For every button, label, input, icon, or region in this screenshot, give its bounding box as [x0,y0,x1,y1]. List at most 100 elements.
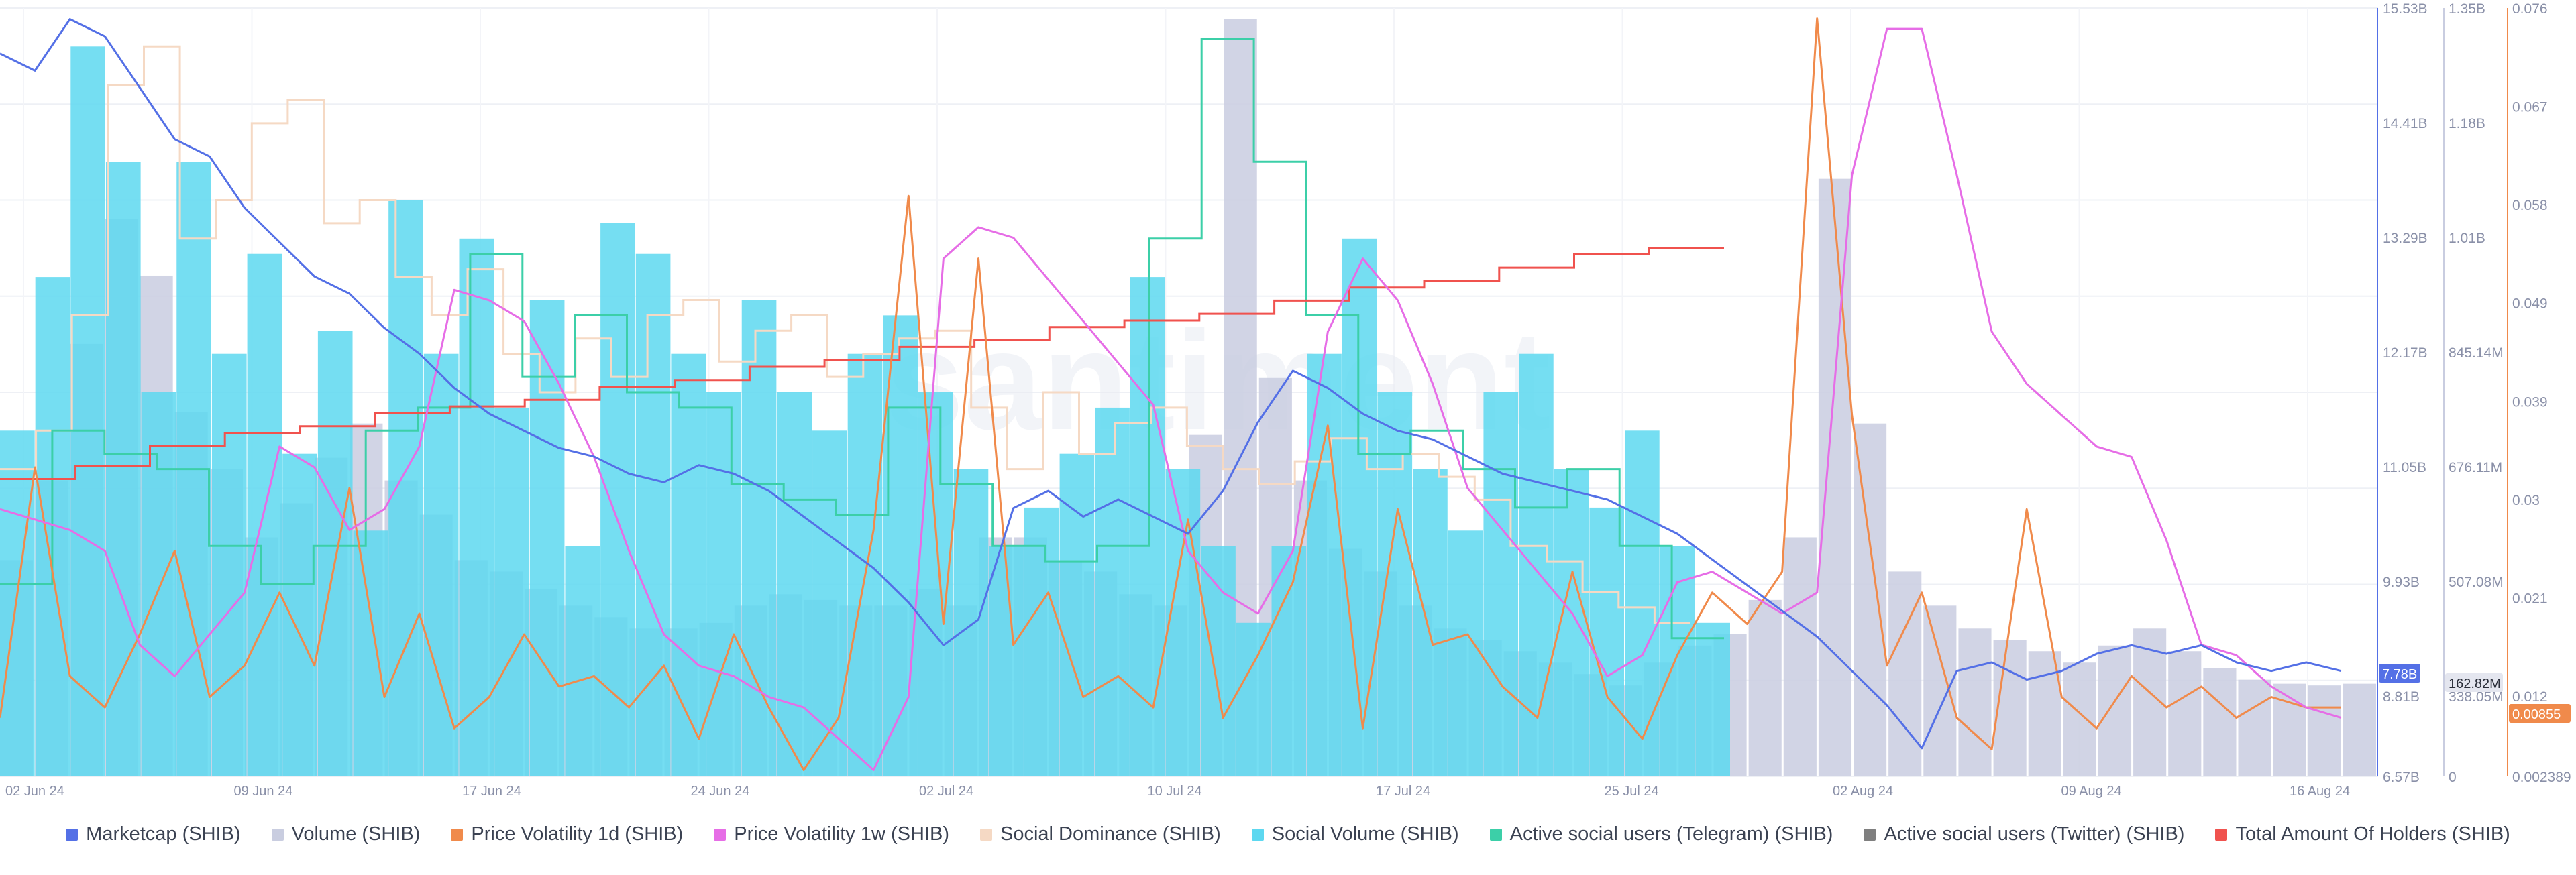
social-volume-bar [1059,453,1095,776]
social-volume-bar [989,546,1024,776]
marketcap-badge-bg [2379,664,2420,683]
price-volatility-1d-line [0,17,2341,771]
legend: Marketcap (SHIB) Volume (SHIB) Price Volat… [0,823,2576,845]
legend-swatch [271,828,284,841]
x-tick-label: 17 Jun 24 [462,784,521,799]
social-volume-bar [565,546,600,776]
social-volume-bar [847,353,883,776]
social-volume-bar [1201,546,1236,776]
volume-bar [2168,651,2202,776]
marketcap-axis-tick: 8.81B [2383,689,2420,705]
volume-bar [2063,662,2096,776]
legend-item[interactable]: Active social users (Telegram) (SHIB) [1489,823,1833,845]
social-volume-bar [706,392,741,776]
x-tick-label: 09 Jun 24 [234,784,293,799]
social-volume-bar [671,353,706,776]
legend-label: Active social users (Twitter) (SHIB) [1884,823,2185,845]
social-dominance-line [0,45,1690,624]
social-volume-bar [600,223,635,776]
volatility-axis-tick: 0.058 [2512,198,2548,213]
x-tick-label: 02 Jun 24 [5,784,64,799]
volume-axis-tick: 1.18B [2449,116,2485,131]
social-volume-bar [812,430,847,776]
social-volume-bar [388,200,423,776]
legend-item[interactable]: Social Volume (SHIB) [1251,823,1459,845]
volume-bar [1993,640,2027,776]
legend-label: Price Volatility 1w (SHIB) [734,823,949,845]
volatility-axis-tick: 0.03 [2512,493,2540,508]
marketcap-axis-tick: 11.05B [2383,460,2426,475]
volume-axis-tick: 676.11M [2449,460,2502,475]
social-volume-bar [459,238,494,776]
social-volume-bar [141,392,176,776]
legend-item[interactable]: Total Amount Of Holders (SHIB) [2215,823,2510,845]
social-volume-bar [70,46,105,776]
legend-item[interactable]: Price Volatility 1d (SHIB) [451,823,683,845]
legend-label: Volume (SHIB) [291,823,421,845]
volume-axis-tick: 0 [2449,770,2457,785]
x-tick-label: 24 Jun 24 [691,784,750,799]
social-volume-bar [741,300,777,777]
volume-bar [1923,605,1957,776]
legend-item[interactable]: Active social users (Twitter) (SHIB) [1864,823,2184,845]
volume-axis-tick: 845.14M [2449,345,2504,361]
social-volume-bar [1165,469,1201,776]
legend-label: Social Dominance (SHIB) [1000,823,1221,845]
legend-item[interactable]: Social Dominance (SHIB) [980,823,1221,845]
legend-item[interactable]: Marketcap (SHIB) [66,823,241,845]
price-volatility-1w-line [0,27,2342,771]
legend-label: Total Amount Of Holders (SHIB) [2235,823,2510,845]
legend-label: Active social users (Telegram) (SHIB) [1509,823,1833,845]
legend-swatch [451,828,464,841]
volume-bar [2343,683,2376,776]
marketcap-axis-tick: 14.41B [2383,116,2428,131]
marketcap-axis-tick: 15.53B [2383,1,2428,17]
volatility-axis-tick: 0.002389 [2512,770,2571,785]
social-volume-bar [1625,430,1660,776]
volatility-badge-bg [2509,704,2571,723]
legend-item[interactable]: Volume (SHIB) [271,823,421,845]
social-volume-bar [1519,353,1554,776]
legend-swatch [1864,828,1876,841]
volume-bar [1958,628,1992,776]
social-volume-bar [105,162,141,776]
volume-badge-bg [2445,673,2503,692]
marketcap-axis-tick: 12.17B [2383,345,2428,361]
x-tick-label: 02 Jul 24 [919,784,973,799]
volume-axis-tick: 338.05M [2449,689,2504,705]
x-tick-label: 17 Jul 24 [1376,784,1430,799]
volatility-axis-tick: 0.067 [2512,100,2548,115]
marketcap-axis-tick: 13.29B [2383,231,2428,246]
volatility-axis-tick: 0.049 [2512,296,2548,312]
volume-bar [2308,685,2341,776]
volume-bar [1783,537,1817,776]
volume-bar [2203,668,2237,776]
x-tick-label: 09 Aug 24 [2061,784,2122,799]
x-tick-label: 16 Aug 24 [2290,784,2350,799]
volume-axis-tick: 507.08M [2449,575,2504,590]
volume-axis-tick: 1.01B [2449,231,2485,246]
social-volume-bar [282,453,317,776]
legend-swatch [714,828,727,841]
volatility-badge: 0.00855 [2512,707,2561,722]
social-volume-bar [529,300,565,777]
legend-swatch [980,828,992,841]
legend-label: Price Volatility 1d (SHIB) [471,823,684,845]
social-volume-bar [1307,353,1342,776]
legend-item[interactable]: Price Volatility 1w (SHIB) [714,823,949,845]
social-volume-bar [494,407,529,776]
volatility-axis-tick: 0.039 [2512,394,2548,410]
legend-label: Social Volume (SHIB) [1271,823,1459,845]
volume-bar [1818,178,1852,777]
x-tick-label: 02 Aug 24 [1833,784,1893,799]
social-volume-bar [1271,546,1307,776]
social-volume-bar [1342,238,1377,776]
social-volume-bar [1589,507,1625,776]
social-volume-bar [1695,622,1730,776]
volatility-axis-tick: 0.021 [2512,591,2548,606]
social-volume-bar [1413,469,1448,776]
legend-swatch [1251,828,1264,841]
legend-swatch [2215,828,2228,841]
